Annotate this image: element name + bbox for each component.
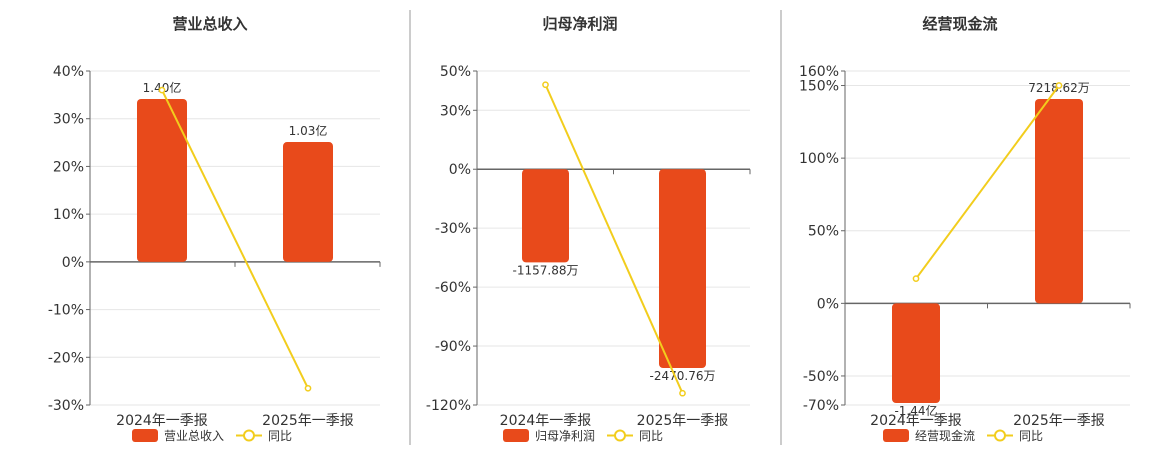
bar-data-label: -2470.76万 [650, 369, 716, 383]
legend-line-label: 同比 [639, 429, 663, 443]
y-tick-label: -70% [803, 398, 839, 414]
y-tick-label: -10% [48, 303, 84, 319]
y-tick-label: -90% [435, 339, 471, 355]
y-tick-label: 0% [449, 162, 471, 178]
chart-title: 营业总收入 [172, 15, 247, 33]
y-tick-label: 30% [53, 112, 84, 128]
y-tick-label: 0% [817, 296, 839, 312]
x-category-label: 2025年一季报 [637, 413, 729, 429]
legend-bar-label: 经营现金流 [915, 428, 975, 443]
legend-line-marker [614, 429, 626, 442]
bar-data-label: -1.44亿 [894, 403, 937, 418]
y-tick-label: 0% [62, 255, 84, 271]
chart-title: 归母净利润 [542, 15, 617, 33]
x-category-label: 2025年一季报 [1013, 413, 1105, 429]
bar [137, 99, 187, 262]
bar-data-label: -1157.88万 [513, 263, 579, 277]
bar-data-label: 1.03亿 [289, 123, 328, 138]
x-category-label: 2024年一季报 [870, 413, 962, 429]
legend-bar-swatch [883, 429, 909, 442]
legend-line-label: 同比 [1019, 429, 1043, 443]
y-tick-label: -20% [48, 350, 84, 366]
y-tick-label: -120% [426, 398, 471, 414]
legend-bar-swatch [503, 429, 529, 442]
legend-line-marker [243, 429, 255, 442]
yoy-point [304, 384, 312, 392]
legend-line-label: 同比 [268, 429, 292, 443]
chart-title: 经营现金流 [922, 15, 997, 33]
yoy-point [679, 389, 686, 397]
y-tick-label: 50% [808, 224, 839, 240]
y-tick-label: -60% [435, 280, 471, 296]
bar [1035, 99, 1083, 304]
y-tick-label: 50% [440, 64, 471, 80]
y-tick-label: 40% [53, 64, 84, 80]
legend-line-marker [994, 429, 1006, 442]
legend-bar-label: 归母净利润 [535, 429, 595, 443]
y-tick-label: -30% [48, 398, 84, 414]
y-tick-label: 30% [440, 103, 471, 119]
y-tick-label: 150% [799, 79, 839, 95]
y-tick-label: -50% [803, 369, 839, 385]
legend-bar-swatch [132, 429, 158, 442]
yoy-point [912, 275, 920, 283]
x-category-label: 2025年一季报 [262, 413, 354, 429]
x-category-label: 2024年一季报 [116, 413, 208, 429]
yoy-line [544, 84, 684, 394]
y-tick-label: 20% [53, 159, 84, 175]
y-tick-label: 100% [799, 151, 839, 167]
y-tick-label: -30% [435, 221, 471, 237]
bar [522, 169, 569, 263]
bar [892, 303, 940, 403]
legend-bar-label: 营业总收入 [164, 429, 224, 443]
y-tick-label: 160% [799, 64, 839, 80]
yoy-line [915, 84, 1060, 280]
bar [283, 142, 333, 262]
x-category-label: 2024年一季报 [500, 413, 592, 429]
y-tick-label: 10% [53, 207, 84, 223]
yoy-point [542, 81, 549, 89]
bar [659, 169, 706, 368]
yoy-point [158, 86, 166, 94]
yoy-point [1055, 82, 1063, 89]
yoy-line [161, 89, 309, 389]
